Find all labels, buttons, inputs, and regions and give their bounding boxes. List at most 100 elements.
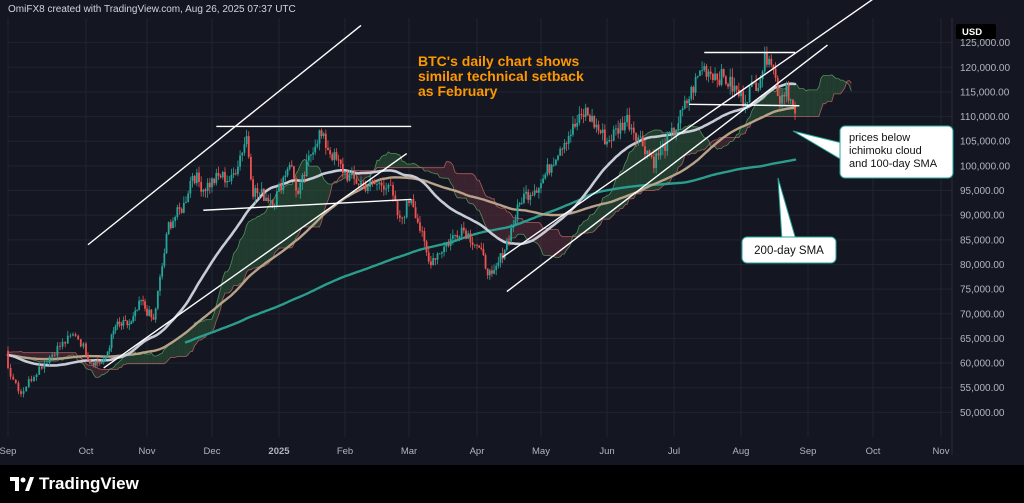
candle-body <box>668 133 671 135</box>
ichimoku-cloud-segment <box>676 129 679 174</box>
candle-body <box>350 172 353 176</box>
candle-body <box>696 75 699 77</box>
candle-body <box>478 245 481 248</box>
ichimoku-cloud-segment <box>383 154 387 168</box>
ichimoku-cloud-segment <box>272 197 275 260</box>
ichimoku-cloud-segment <box>244 225 247 279</box>
ichimoku-cloud-segment <box>308 166 311 227</box>
ichimoku-cloud-segment <box>596 207 599 229</box>
ichimoku-cloud-segment <box>477 180 480 211</box>
ichimoku-cloud-segment <box>829 74 832 102</box>
candle-body <box>535 190 538 193</box>
candle-body <box>250 156 252 180</box>
ichimoku-cloud-segment <box>101 369 104 375</box>
candle-body <box>480 247 483 250</box>
candle-body <box>735 85 738 90</box>
candle-body <box>12 376 15 380</box>
ichimoku-cloud-segment <box>504 208 507 243</box>
candle-body <box>755 82 758 91</box>
candle-body <box>237 166 239 175</box>
candle-body <box>416 218 419 223</box>
ichimoku-cloud-segment <box>551 229 554 257</box>
candle-body <box>718 79 721 85</box>
ichimoku-cloud-segment <box>227 268 230 294</box>
ichimoku-cloud-segment <box>281 187 284 248</box>
x-tick-label: Dec <box>204 446 221 457</box>
ichimoku-cloud-segment <box>250 218 254 270</box>
ichimoku-cloud-segment <box>523 221 527 239</box>
candle-body <box>148 309 151 316</box>
ichimoku-cloud-segment <box>592 213 595 233</box>
ichimoku-cloud-segment <box>409 163 412 168</box>
ichimoku-cloud-segment <box>629 151 632 199</box>
y-tick-label: 65,000.00 <box>960 334 1005 345</box>
candle-body <box>499 253 502 263</box>
candle-body <box>595 124 598 128</box>
candle-body <box>333 152 336 161</box>
candle-body <box>318 130 321 144</box>
ichimoku-cloud-segment <box>415 164 418 168</box>
candle-body <box>226 180 229 183</box>
candle-body <box>380 182 383 186</box>
candle-body <box>712 73 714 81</box>
ichimoku-cloud-segment <box>810 89 813 117</box>
candle-body <box>182 202 185 213</box>
candle-body <box>740 91 742 97</box>
candle-body <box>705 66 708 77</box>
candle-body <box>241 152 244 156</box>
candle-body <box>74 334 77 336</box>
candle-body <box>699 70 701 76</box>
ichimoku-cloud-segment <box>233 250 236 286</box>
tradingview-logo[interactable]: TradingView <box>10 474 139 494</box>
candle-body <box>396 201 399 216</box>
ichimoku-cloud-segment <box>498 207 501 241</box>
candle-body <box>555 159 557 165</box>
candle-body <box>576 122 579 127</box>
candle-body <box>628 114 631 130</box>
ichimoku-cloud-segment <box>627 152 630 205</box>
ichimoku-cloud-segment <box>446 161 449 179</box>
candle-body <box>443 246 445 253</box>
candle-body <box>709 71 712 74</box>
candle-body <box>146 308 148 316</box>
ichimoku-cloud-segment <box>313 166 316 227</box>
candle-body <box>271 199 274 206</box>
candle-body <box>423 231 426 242</box>
ichimoku-cloud-segment <box>651 130 654 191</box>
ichimoku-cloud-segment <box>379 156 382 168</box>
candle-body <box>232 173 235 176</box>
ichimoku-cloud-segment <box>728 137 731 145</box>
candle-body <box>142 299 144 302</box>
candle-body <box>531 194 534 196</box>
candle-body <box>606 141 608 145</box>
ichimoku-cloud-segment <box>549 229 552 257</box>
candle-body <box>348 175 351 181</box>
candle-body <box>785 84 788 97</box>
callout-text: 200-day SMA <box>754 245 824 257</box>
x-tick-label: Apr <box>470 446 485 457</box>
ichimoku-cloud-segment <box>377 160 380 168</box>
candle-body <box>17 382 20 392</box>
candle-body <box>320 130 323 136</box>
ichimoku-cloud-segment <box>615 178 619 212</box>
ichimoku-cloud-segment <box>808 89 811 117</box>
candle-body <box>623 122 626 131</box>
candle-body <box>465 230 467 239</box>
sma-100-line <box>6 106 797 361</box>
x-tick-label: Oct <box>866 446 881 457</box>
candle-body <box>533 190 536 196</box>
neckline <box>203 198 412 211</box>
candle-body <box>787 84 790 101</box>
candle-body <box>525 191 527 194</box>
ichimoku-cloud-segment <box>437 167 440 178</box>
candle-body <box>9 368 12 377</box>
ichimoku-cloud-segment <box>411 163 414 168</box>
candle-body <box>152 317 155 320</box>
callout-pointer <box>777 177 797 241</box>
candle-body <box>567 136 570 144</box>
candle-body <box>262 188 265 201</box>
candle-body <box>544 174 547 179</box>
candle-body <box>599 130 602 133</box>
currency-label-box <box>956 24 996 39</box>
